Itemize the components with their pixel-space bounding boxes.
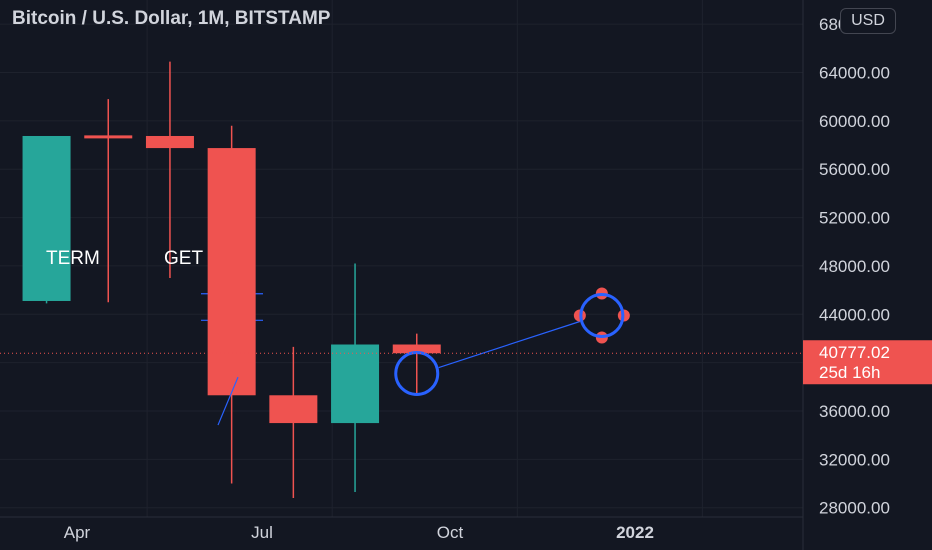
candle-body (207, 148, 256, 396)
last-price-badge-bg (803, 340, 932, 385)
price-axis: 28000.0032000.0036000.0040000.0044000.00… (802, 0, 890, 550)
countdown-text: 25d 16h (819, 363, 880, 382)
time-axis: Apr Jul Oct 2022 (0, 516, 803, 542)
price-tick-label: 28000.00 (819, 499, 890, 518)
time-tick-label: Oct (437, 523, 464, 542)
annotation-text-left: TERM (46, 248, 100, 269)
projection-line (438, 320, 581, 369)
candle-body (84, 135, 133, 139)
projection-start-line (217, 376, 239, 426)
price-tick-label: 64000.00 (819, 64, 890, 83)
projection-target-circle (579, 292, 625, 338)
candle-body (269, 395, 318, 424)
candle-body (22, 135, 71, 301)
candle-body (392, 344, 441, 354)
grid (0, 0, 803, 517)
candle-body (145, 135, 194, 149)
price-tick-label: 52000.00 (819, 209, 890, 228)
time-tick-label: 2022 (616, 523, 654, 542)
price-tick-label: 44000.00 (819, 305, 890, 324)
price-tick-label: 56000.00 (819, 160, 890, 179)
candles[interactable] (22, 61, 441, 499)
chart-title: Bitcoin / U.S. Dollar, 1M, BITSTAMP (12, 8, 331, 29)
price-tick-label: 32000.00 (819, 450, 890, 469)
last-price-value: 40777.02 (819, 343, 890, 362)
price-tick-label: 60000.00 (819, 112, 890, 131)
annotation-label: TERM GET (46, 248, 203, 269)
projection-drawing[interactable] (217, 287, 630, 426)
currency-button[interactable]: USD (840, 8, 896, 34)
time-tick-label: Apr (64, 523, 91, 542)
annotation-text-right: GET (164, 248, 203, 269)
projection-start-circle (394, 351, 440, 397)
price-tick-label: 36000.00 (819, 402, 890, 421)
price-tick-label: 48000.00 (819, 257, 890, 276)
candle-body (331, 344, 380, 424)
time-tick-label: Jul (251, 523, 273, 542)
